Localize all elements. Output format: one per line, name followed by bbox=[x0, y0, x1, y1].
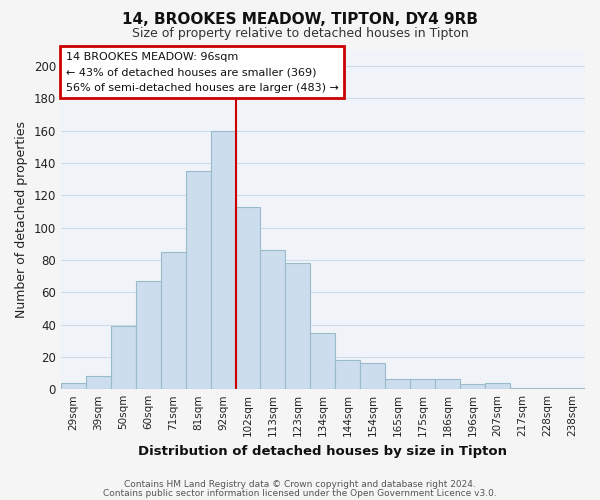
Bar bbox=[161, 252, 185, 389]
Bar bbox=[485, 382, 510, 389]
Bar bbox=[185, 171, 211, 389]
X-axis label: Distribution of detached houses by size in Tipton: Distribution of detached houses by size … bbox=[139, 444, 508, 458]
Bar bbox=[335, 360, 361, 389]
Bar bbox=[86, 376, 111, 389]
Bar bbox=[260, 250, 286, 389]
Bar bbox=[310, 332, 335, 389]
Bar bbox=[286, 263, 310, 389]
Bar bbox=[435, 380, 460, 389]
Bar bbox=[136, 281, 161, 389]
Text: Contains HM Land Registry data © Crown copyright and database right 2024.: Contains HM Land Registry data © Crown c… bbox=[124, 480, 476, 489]
Bar bbox=[211, 131, 236, 389]
Bar bbox=[535, 388, 560, 389]
Text: Size of property relative to detached houses in Tipton: Size of property relative to detached ho… bbox=[131, 28, 469, 40]
Text: 14, BROOKES MEADOW, TIPTON, DY4 9RB: 14, BROOKES MEADOW, TIPTON, DY4 9RB bbox=[122, 12, 478, 28]
Bar bbox=[510, 388, 535, 389]
Bar bbox=[410, 380, 435, 389]
Text: 14 BROOKES MEADOW: 96sqm
← 43% of detached houses are smaller (369)
56% of semi-: 14 BROOKES MEADOW: 96sqm ← 43% of detach… bbox=[66, 52, 339, 93]
Bar bbox=[361, 364, 385, 389]
Y-axis label: Number of detached properties: Number of detached properties bbox=[15, 121, 28, 318]
Bar bbox=[61, 382, 86, 389]
Bar bbox=[385, 380, 410, 389]
Text: Contains public sector information licensed under the Open Government Licence v3: Contains public sector information licen… bbox=[103, 488, 497, 498]
Bar bbox=[236, 206, 260, 389]
Bar bbox=[111, 326, 136, 389]
Bar bbox=[560, 388, 585, 389]
Bar bbox=[460, 384, 485, 389]
